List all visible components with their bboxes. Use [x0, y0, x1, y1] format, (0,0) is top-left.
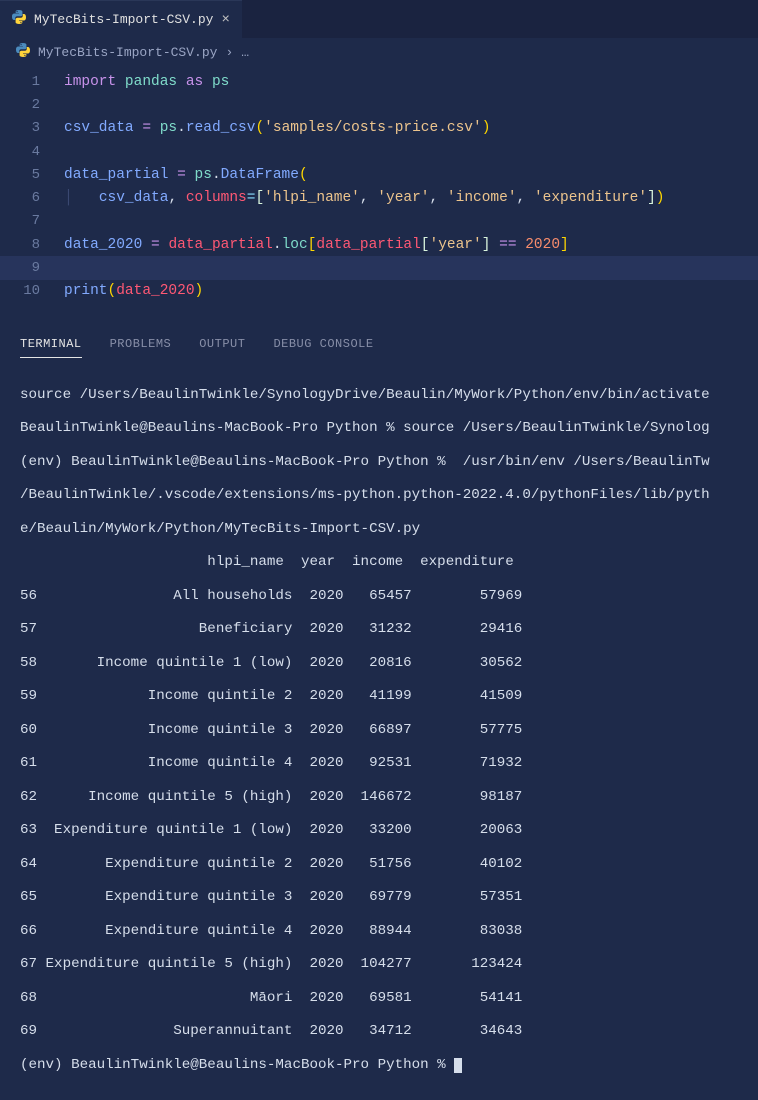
close-icon[interactable]: × — [221, 12, 229, 28]
line-number: 8 — [0, 237, 64, 253]
line-number: 10 — [0, 283, 64, 299]
terminal-table-row: 64 Expenditure quintile 2 2020 51756 401… — [20, 856, 738, 873]
tab-terminal[interactable]: TERMINAL — [20, 337, 82, 358]
line-number: 1 — [0, 74, 64, 90]
terminal-table-row: 59 Income quintile 2 2020 41199 41509 — [20, 688, 738, 705]
terminal-table-row: 58 Income quintile 1 (low) 2020 20816 30… — [20, 655, 738, 672]
line-number: 5 — [0, 167, 64, 183]
code-line: 5 data_partial = ps.DataFrame( — [0, 163, 758, 186]
code-editor[interactable]: 1 import pandas as ps 2 3 csv_data = ps.… — [0, 66, 758, 307]
line-number: 6 — [0, 190, 64, 206]
terminal-table-header: hlpi_name year income expenditure — [20, 554, 738, 571]
code-line: 1 import pandas as ps — [0, 70, 758, 93]
cursor-icon — [454, 1058, 462, 1073]
terminal-table-row: 67 Expenditure quintile 5 (high) 2020 10… — [20, 956, 738, 973]
terminal-table-row: 62 Income quintile 5 (high) 2020 146672 … — [20, 789, 738, 806]
tab-problems[interactable]: PROBLEMS — [110, 337, 172, 358]
code-line: 8 data_2020 = data_partial.loc[data_part… — [0, 233, 758, 256]
code-line: 4 — [0, 140, 758, 163]
tab-bar: MyTecBits-Import-CSV.py × — [0, 0, 758, 38]
terminal-table-row: 63 Expenditure quintile 1 (low) 2020 332… — [20, 822, 738, 839]
code-line: 7 — [0, 210, 758, 233]
terminal-line: e/Beaulin/MyWork/Python/MyTecBits-Import… — [20, 521, 738, 538]
panel-tabs: TERMINAL PROBLEMS OUTPUT DEBUG CONSOLE — [0, 327, 758, 366]
tab-filename: MyTecBits-Import-CSV.py — [34, 12, 213, 27]
editor-tab[interactable]: MyTecBits-Import-CSV.py × — [0, 0, 242, 38]
terminal-line: (env) BeaulinTwinkle@Beaulins-MacBook-Pr… — [20, 454, 738, 471]
code-line-current: 9 — [0, 256, 758, 279]
terminal-table-row: 65 Expenditure quintile 3 2020 69779 573… — [20, 889, 738, 906]
line-number: 3 — [0, 120, 64, 136]
line-number: 7 — [0, 213, 64, 229]
python-icon — [16, 43, 30, 61]
code-line: 2 — [0, 93, 758, 116]
code-line: 6 │ csv_data, columns=['hlpi_name', 'yea… — [0, 186, 758, 209]
terminal-table-row: 60 Income quintile 3 2020 66897 57775 — [20, 722, 738, 739]
terminal-table-row: 69 Superannuitant 2020 34712 34643 — [20, 1023, 738, 1040]
breadcrumb[interactable]: MyTecBits-Import-CSV.py › … — [0, 38, 758, 66]
terminal-table-row: 66 Expenditure quintile 4 2020 88944 830… — [20, 923, 738, 940]
breadcrumb-filename: MyTecBits-Import-CSV.py — [38, 45, 217, 60]
terminal-table-row: 56 All households 2020 65457 57969 — [20, 588, 738, 605]
line-number: 2 — [0, 97, 64, 113]
tab-output[interactable]: OUTPUT — [199, 337, 245, 358]
terminal-line: source /Users/BeaulinTwinkle/SynologyDri… — [20, 387, 738, 404]
terminal-line: /BeaulinTwinkle/.vscode/extensions/ms-py… — [20, 487, 738, 504]
line-number: 9 — [0, 260, 64, 276]
terminal-table-row: 68 Māori 2020 69581 54141 — [20, 990, 738, 1007]
breadcrumb-ellipsis: … — [241, 45, 249, 60]
chevron-right-icon: › — [225, 45, 233, 60]
terminal-table-row: 57 Beneficiary 2020 31232 29416 — [20, 621, 738, 638]
terminal-line: BeaulinTwinkle@Beaulins-MacBook-Pro Pyth… — [20, 420, 738, 437]
line-number: 4 — [0, 144, 64, 160]
terminal-output[interactable]: source /Users/BeaulinTwinkle/SynologyDri… — [0, 366, 758, 1100]
python-icon — [12, 10, 26, 29]
code-line: 10 print(data_2020) — [0, 280, 758, 303]
tab-debug-console[interactable]: DEBUG CONSOLE — [273, 337, 373, 358]
terminal-table-row: 61 Income quintile 4 2020 92531 71932 — [20, 755, 738, 772]
code-line: 3 csv_data = ps.read_csv('samples/costs-… — [0, 117, 758, 140]
terminal-prompt: (env) BeaulinTwinkle@Beaulins-MacBook-Pr… — [20, 1057, 738, 1074]
